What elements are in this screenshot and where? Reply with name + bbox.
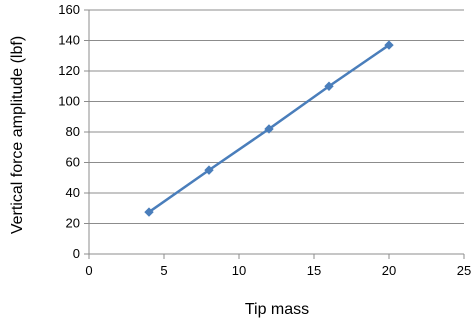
y-tick-label-20: 20 bbox=[66, 216, 80, 231]
x-tick-labels: 0 5 10 15 20 25 bbox=[85, 263, 471, 278]
data-point-12 bbox=[264, 124, 274, 134]
x-tick-label-25: 25 bbox=[457, 263, 471, 278]
x-tick-label-5: 5 bbox=[160, 263, 167, 278]
y-tick-label-80: 80 bbox=[66, 124, 80, 139]
y-tick-label-60: 60 bbox=[66, 155, 80, 170]
x-tick-label-15: 15 bbox=[307, 263, 321, 278]
series-group bbox=[144, 40, 394, 217]
axes bbox=[84, 9, 465, 259]
y-tick-label-40: 40 bbox=[66, 185, 80, 200]
y-axis-title: Vertical force amplitude (lbf) bbox=[9, 36, 26, 234]
y-tick-label-140: 140 bbox=[58, 33, 80, 48]
y-tick-label-100: 100 bbox=[58, 94, 80, 109]
x-axis-title: Tip mass bbox=[245, 301, 309, 318]
y-tick-labels: 0 20 40 60 80 100 120 140 160 bbox=[58, 2, 80, 261]
y-tick-label-0: 0 bbox=[73, 246, 80, 261]
y-tick-label-120: 120 bbox=[58, 63, 80, 78]
gridlines bbox=[89, 9, 464, 224]
data-point-16 bbox=[324, 81, 334, 91]
data-point-8 bbox=[204, 165, 214, 175]
x-tick-label-20: 20 bbox=[382, 263, 396, 278]
data-point-4 bbox=[144, 207, 154, 217]
data-point-20 bbox=[384, 40, 394, 50]
x-tick-label-0: 0 bbox=[85, 263, 92, 278]
x-tick-label-10: 10 bbox=[232, 263, 246, 278]
y-tick-label-160: 160 bbox=[58, 2, 80, 17]
